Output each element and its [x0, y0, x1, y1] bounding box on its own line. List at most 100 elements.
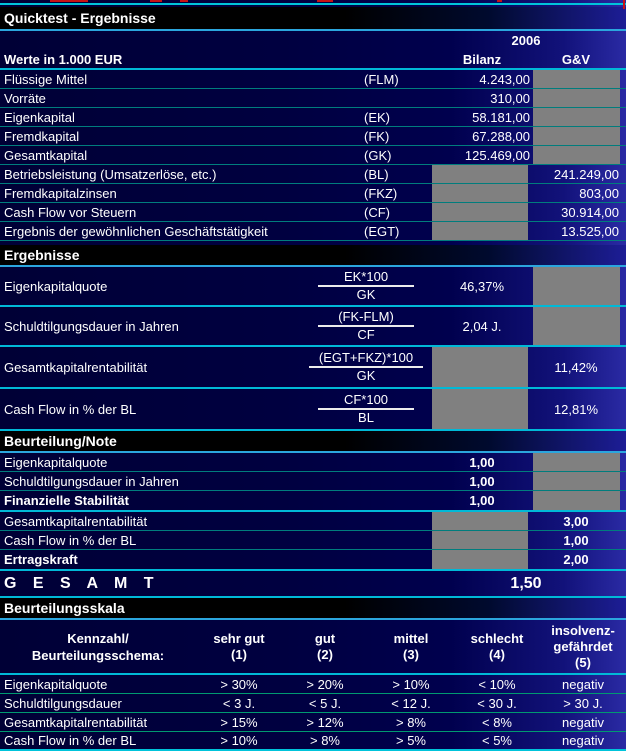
scale-value: > 8%: [310, 733, 340, 748]
row-label: Betriebsleistung (Umsatzerlöse, etc.): [4, 166, 217, 182]
row-label: Schuldtilgungsdauer: [4, 695, 122, 711]
formula-numerator: CF*100: [318, 392, 414, 410]
cell-gv-disabled: [532, 70, 620, 88]
scale-row: Eigenkapitalquote > 30% > 20% > 10% < 10…: [0, 675, 626, 694]
formula-fraction: CF*100 BL: [300, 389, 432, 429]
row-label: Fremdkapitalzinsen: [4, 185, 117, 201]
scale-value: > 15%: [220, 714, 258, 730]
scale-row: Schuldtilgungsdauer < 3 J. < 5 J. < 12 J…: [0, 694, 626, 713]
section-title: Ergebnisse: [4, 247, 80, 263]
row-label: Cash Flow in % der BL: [4, 733, 137, 748]
scale-value: < 5 J.: [308, 695, 342, 711]
formula-denominator: GK: [356, 368, 376, 383]
row-label: Fremdkapital: [4, 128, 80, 144]
row-code: (EGT): [364, 223, 400, 239]
unit-label: Werte in 1.000 EUR: [4, 51, 123, 67]
cell-gv-disabled: [532, 307, 620, 345]
table-row: Flüssige Mittel (FLM) 4.243,00: [0, 70, 626, 89]
cell-bilanz-disabled: [432, 165, 532, 183]
formula-numerator: EK*100: [318, 269, 414, 287]
page-break-mark: [317, 0, 333, 2]
rating-value[interactable]: 1,00: [469, 473, 495, 489]
page-break-mark: [150, 0, 162, 2]
row-label: Cash Flow in % der BL: [4, 532, 137, 548]
cell-bilanz[interactable]: 4.243,00: [479, 71, 530, 87]
result-row: Schuldtilgungsdauer in Jahren (FK-FLM) C…: [0, 307, 626, 347]
rating-value[interactable]: 1,00: [469, 454, 495, 470]
table-row: Eigenkapital (EK) 58.181,00: [0, 108, 626, 127]
cell-bilanz-disabled: [432, 222, 532, 240]
cell-bilanz-disabled: [432, 512, 532, 530]
cell-gv-disabled: [532, 127, 620, 145]
cell-gv[interactable]: 13.525,00: [561, 223, 619, 239]
scale-value: < 12 J.: [391, 695, 431, 711]
formula-denominator: CF: [357, 327, 375, 342]
cell-bilanz-disabled: [432, 389, 532, 429]
scale-value: > 30 J.: [563, 695, 603, 711]
result-value[interactable]: 46,37%: [459, 278, 505, 294]
cell-gv[interactable]: 30.914,00: [561, 204, 619, 220]
result-value[interactable]: 11,42%: [554, 359, 598, 375]
scale-value: negativ: [562, 733, 604, 748]
rating-row: Ertragskraft 2,00: [0, 550, 626, 571]
rating-value[interactable]: 2,00: [563, 552, 589, 567]
total-value[interactable]: 1,50: [510, 574, 542, 592]
row-code: (FKZ): [364, 185, 398, 201]
row-code: (BL): [364, 166, 389, 182]
scale-value: negativ: [562, 714, 604, 730]
rating-value[interactable]: 3,00: [563, 513, 589, 529]
row-code: (FLM): [364, 71, 399, 87]
row-label: Vorräte: [4, 90, 46, 106]
scale-header-row: Kennzahl/ Beurteilungsschema: sehr gut (…: [0, 620, 626, 675]
cell-bilanz[interactable]: 67.288,00: [472, 128, 530, 144]
section-header-beurteilung: Beurteilung/Note: [0, 431, 626, 453]
scale-row: Gesamtkapitalrentabilität > 15% > 12% > …: [0, 713, 626, 732]
scale-header-label: Kennzahl/ Beurteilungsschema:: [31, 630, 165, 663]
rating-value[interactable]: 1,00: [469, 493, 495, 508]
total-row: G E S A M T 1,50: [0, 571, 626, 598]
year-label: 2006: [511, 33, 541, 48]
page-title: Quicktest - Ergebnisse: [4, 10, 156, 26]
rating-row: Gesamtkapitalrentabilität 3,00: [0, 512, 626, 531]
scale-value: < 10%: [478, 676, 516, 692]
scale-value: > 20%: [306, 676, 344, 692]
scale-header-col-4: schlecht (4): [470, 630, 524, 662]
cell-bilanz[interactable]: 125.469,00: [464, 147, 530, 163]
result-row: Gesamtkapitalrentabilität (EGT+FKZ)*100 …: [0, 347, 626, 389]
scale-header-col-5: insolvenz- gefährdet (5): [551, 622, 615, 670]
formula-denominator: BL: [358, 410, 374, 425]
formula-numerator: (FK-FLM): [318, 309, 414, 327]
result-value[interactable]: 12,81%: [553, 401, 599, 417]
result-row: Eigenkapitalquote EK*100 GK 46,37%: [0, 267, 626, 307]
rating-row: Schuldtilgungsdauer in Jahren 1,00: [0, 472, 626, 491]
scale-value: > 10%: [392, 676, 430, 692]
cell-gv-disabled: [532, 453, 620, 471]
scale-value: > 10%: [220, 733, 258, 748]
cell-gv[interactable]: 241.249,00: [553, 166, 619, 182]
page-break-mark: [497, 0, 502, 2]
scale-value: < 5%: [482, 733, 512, 748]
page-break-mark: [180, 0, 188, 2]
result-row: Cash Flow in % der BL CF*100 BL 12,81%: [0, 389, 626, 431]
rating-row: Finanzielle Stabilität 1,00: [0, 491, 626, 512]
section-header-quicktest: Quicktest - Ergebnisse: [0, 7, 626, 31]
cell-bilanz[interactable]: 58.181,00: [472, 109, 530, 125]
formula-fraction: (EGT+FKZ)*100 GK: [300, 347, 432, 387]
result-value[interactable]: 2,04 J.: [462, 318, 502, 334]
row-label: Gesamtkapital: [4, 147, 88, 163]
formula-denominator: GK: [356, 287, 376, 302]
rating-row: Eigenkapitalquote 1,00: [0, 453, 626, 472]
table-row: Gesamtkapital (GK) 125.469,00: [0, 146, 626, 165]
formula-fraction: EK*100 GK: [300, 267, 432, 305]
rating-row: Cash Flow in % der BL 1,00: [0, 531, 626, 550]
cell-gv[interactable]: 803,00: [579, 185, 619, 201]
table-row: Cash Flow vor Steuern (CF) 30.914,00: [0, 203, 626, 222]
scale-row: Cash Flow in % der BL > 10% > 8% > 5% < …: [0, 732, 626, 751]
rating-value[interactable]: 1,00: [563, 532, 589, 548]
cell-bilanz[interactable]: 310,00: [490, 90, 530, 106]
row-label: Finanzielle Stabilität: [4, 493, 129, 508]
table-row: Fremdkapital (FK) 67.288,00: [0, 127, 626, 146]
scale-header-col-3: mittel (3): [393, 630, 429, 662]
section-title: Beurteilungsskala: [4, 600, 125, 616]
